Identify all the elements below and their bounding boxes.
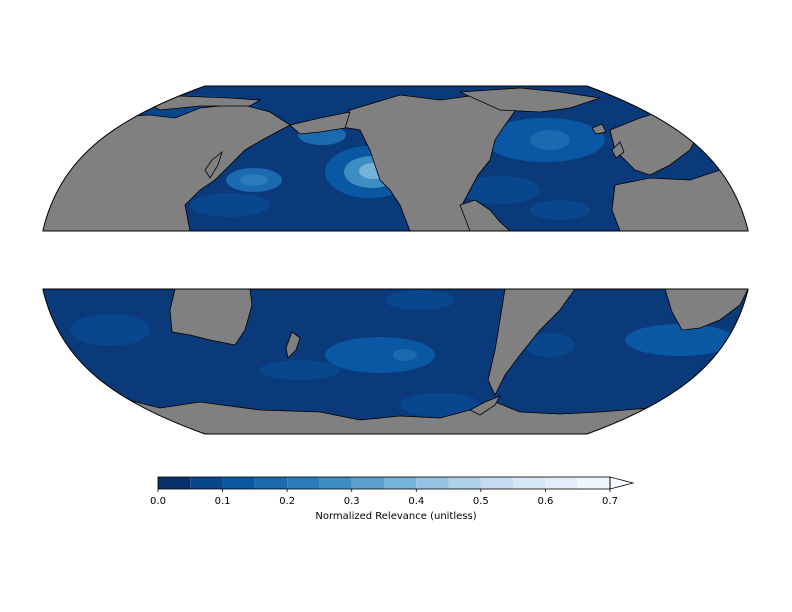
land-southern-africa xyxy=(664,289,748,331)
relevance-contour xyxy=(625,324,735,356)
colorbar-tick-label: 0.2 xyxy=(279,496,295,507)
colorbar-tick-label: 0.5 xyxy=(473,496,489,507)
southern-band-panel xyxy=(42,288,749,435)
colorbar-swatch xyxy=(287,477,320,489)
colorbar-swatch xyxy=(190,477,223,489)
colorbar-tick-label: 0.6 xyxy=(537,496,553,507)
colorbar-tick-label: 0.0 xyxy=(150,496,166,507)
relevance-contour xyxy=(385,290,455,310)
colorbar-outline xyxy=(157,476,611,490)
colorbar-swatch xyxy=(577,477,610,489)
colorbar-swatch xyxy=(545,477,578,489)
colorbar-swatch xyxy=(319,477,352,489)
land-alaska xyxy=(289,111,351,135)
northern-band-border xyxy=(42,85,749,232)
land-africa xyxy=(611,164,748,231)
relevance-contour xyxy=(525,333,575,357)
land-south-america xyxy=(487,289,576,396)
colorbar-swatch xyxy=(448,477,481,489)
relevance-contour xyxy=(260,360,340,380)
land-antarctic-peninsula xyxy=(469,395,501,416)
land-japan xyxy=(204,150,223,179)
colorbar: 0.0 0.1 0.2 0.3 0.4 0.5 0.6 0.7 Normalized Rele… xyxy=(150,476,635,522)
relevance-contour xyxy=(400,393,480,417)
land-greenland xyxy=(459,87,601,113)
relevance-contour xyxy=(240,174,268,186)
southern-band-border xyxy=(42,288,749,435)
relevance-contour xyxy=(530,200,590,220)
relevance-contour xyxy=(530,130,570,150)
relevance-contour xyxy=(325,337,435,373)
colorbar-swatch xyxy=(480,477,514,489)
colorbar-tick-label: 0.7 xyxy=(602,496,618,507)
colorbar-swatch xyxy=(384,477,417,489)
colorbar-extend-arrow xyxy=(609,476,635,490)
colorbar-label: Normalized Relevance (unitless) xyxy=(315,511,476,522)
relevance-contour xyxy=(190,193,270,217)
land-new-zealand xyxy=(285,331,301,359)
land-british-isles xyxy=(611,141,625,159)
colorbar-swatch xyxy=(254,477,288,489)
land-central-america xyxy=(459,199,512,231)
colorbar-swatch xyxy=(158,477,191,489)
land-iceland xyxy=(591,123,607,135)
northern-band-panel xyxy=(42,85,749,232)
colorbar-tick-label: 0.3 xyxy=(344,496,360,507)
relevance-contour xyxy=(70,314,150,346)
land-australia xyxy=(169,289,253,346)
colorbar-tick-label: 0.4 xyxy=(408,496,424,507)
relevance-contour xyxy=(460,176,540,204)
relevance-contour xyxy=(393,349,417,361)
colorbar-swatch xyxy=(351,477,384,489)
colorbar-tick-label: 0.1 xyxy=(215,496,231,507)
colorbar-swatch xyxy=(416,477,449,489)
colorbar-swatch xyxy=(222,477,255,489)
colorbar-swatch xyxy=(513,477,546,489)
